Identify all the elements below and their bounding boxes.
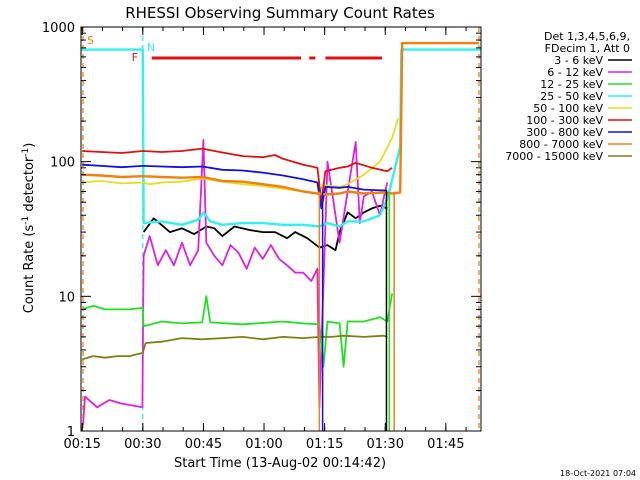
y-tick-label: 100 [50, 156, 75, 171]
footer-timestamp: 18-Oct-2021 07:04 [560, 469, 636, 478]
axes: 00:15 00:30 00:45 01:00 01:15 01:30 01:45 1 10 10… [42, 21, 482, 452]
series-line-12-25-kev [81, 293, 393, 368]
flag-label-f: F [132, 51, 138, 64]
x-axis-label: Start Time (13-Aug-02 00:14:42) [174, 456, 386, 471]
x-tick-label: 01:15 [306, 437, 343, 452]
y-tick-label: 1000 [42, 21, 75, 36]
y-axis-label: Count Rate (s-1 detector-1) [21, 143, 37, 314]
plot-area: S NF [81, 27, 481, 431]
series-line-3-6-kev [142, 204, 388, 252]
y-tick-label: 1 [67, 425, 75, 440]
flag-label-s: S [87, 34, 94, 47]
series-line-50-100-kev [82, 118, 400, 195]
legend: Det 1,3,4,5,6,9,FDecim 1, Att 03 - 6 keV… [505, 30, 632, 163]
axes-frame [80, 26, 482, 432]
series-line-100-300-kev [82, 147, 393, 204]
series-line-300-800-kev [82, 163, 388, 210]
flag-label-n: N [147, 41, 155, 54]
series-line-25-50-kev [81, 48, 481, 228]
legend-entry-label: 50 - 100 keV [533, 102, 603, 115]
legend-entry-label: 3 - 6 keV [554, 54, 603, 67]
legend-entry-label: 6 - 12 keV [547, 66, 603, 79]
x-tick-label: 01:45 [427, 437, 464, 452]
series-line-800-7000-kev [82, 41, 479, 196]
chart-title: RHESSI Observing Summary Count Rates [125, 4, 435, 22]
legend-header-line: FDecim 1, Att 0 [545, 42, 630, 55]
x-tick-label: 00:30 [124, 437, 161, 452]
legend-entry-label: 800 - 7000 keV [519, 138, 603, 151]
x-tick-label: 01:30 [367, 437, 404, 452]
legend-header-line: Det 1,3,4,5,6,9, [544, 30, 630, 43]
legend-entry-label: 100 - 300 keV [526, 114, 603, 127]
x-tick-label: 00:15 [63, 437, 100, 452]
x-tick-label: 01:00 [245, 437, 282, 452]
y-tick-label: 10 [58, 290, 75, 305]
legend-entry-label: 300 - 800 keV [526, 126, 603, 139]
series-line-7000-15000-kev [81, 334, 388, 361]
series-line-6-12-kev [82, 139, 389, 426]
legend-entry-label: 25 - 50 keV [540, 90, 603, 103]
legend-entry-label: 7000 - 15000 keV [505, 150, 603, 163]
x-tick-label: 00:45 [185, 437, 222, 452]
legend-entry-label: 12 - 25 keV [540, 78, 603, 91]
